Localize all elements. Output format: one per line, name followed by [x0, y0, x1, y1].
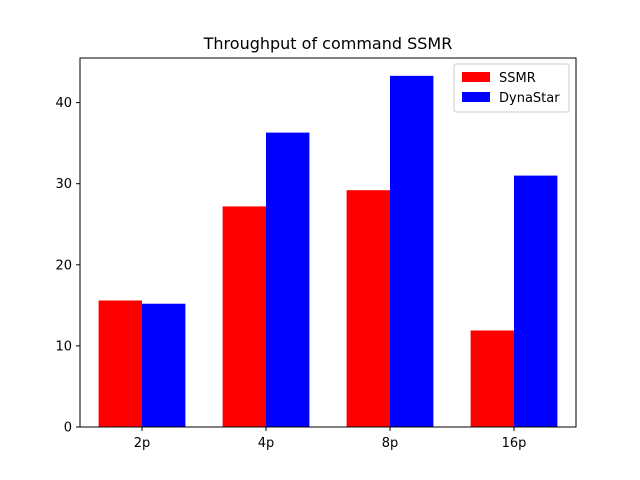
bar-ssmr-8p — [346, 190, 390, 427]
bar-dynastar-2p — [142, 303, 186, 427]
bar-ssmr-2p — [98, 300, 142, 427]
bar-ssmr-16p — [470, 330, 514, 427]
bar-dynastar-16p — [514, 175, 558, 427]
legend: SSMR DynaStar — [453, 63, 570, 113]
bar-ssmr-4p — [222, 206, 266, 427]
y-tick-label: 0 — [64, 421, 72, 436]
x-tick-label: 16p — [502, 436, 527, 451]
axes-frame — [79, 57, 577, 428]
legend-swatch-dynastar — [462, 92, 490, 102]
plot-area: 2p 4p 8p 16p 0 10 20 30 40 — [55, 57, 577, 451]
legend-swatch-ssmr — [462, 72, 490, 82]
bar-dynastar-4p — [266, 132, 310, 428]
x-tick-label: 8p — [382, 436, 399, 451]
bar-dynastar-8p — [390, 75, 434, 427]
y-tick-label: 40 — [55, 96, 72, 111]
x-tick-label: 2p — [134, 436, 151, 451]
x-tick-label: 4p — [258, 436, 275, 451]
y-tick-label: 20 — [55, 258, 72, 273]
legend-label-dynastar: DynaStar — [499, 91, 560, 106]
y-tick-label: 30 — [55, 177, 72, 192]
chart-title: Throughput of command SSMR — [203, 34, 453, 53]
y-tick-label: 10 — [55, 339, 72, 354]
legend-label-ssmr: SSMR — [499, 71, 536, 86]
